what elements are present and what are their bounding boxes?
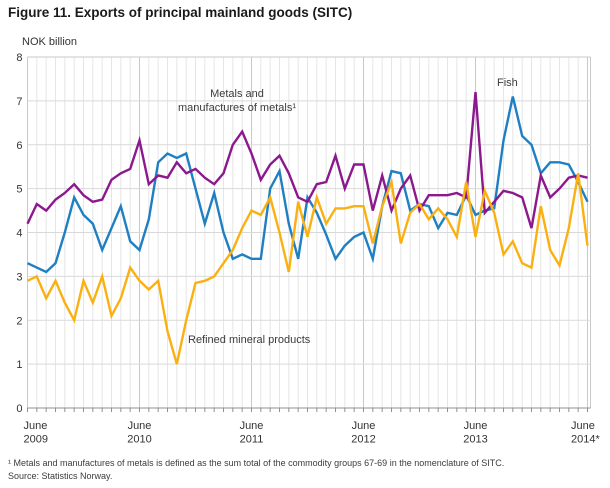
y-tick-label: 8: [16, 52, 22, 64]
x-tick-label: 2012: [351, 434, 375, 446]
x-tick-label: 2011: [240, 434, 264, 446]
metals-line: [26, 91, 588, 229]
x-tick-label: June: [240, 420, 264, 432]
y-tick-label: 3: [16, 271, 22, 283]
x-tick-label: June: [352, 420, 376, 432]
footnote-definition: ¹ Metals and manufactures of metals is d…: [8, 458, 505, 468]
x-tick-label: 2014*: [571, 434, 600, 446]
fish-line: [26, 96, 589, 274]
y-tick-label: 4: [16, 228, 22, 240]
x-tick-label: 2013: [463, 434, 487, 446]
series-label-metals-line1: Metals and: [210, 88, 264, 100]
y-tick-label: 5: [16, 184, 22, 196]
series-label-metals: Metals and manufactures of metals¹: [142, 87, 332, 115]
x-tick-label: June: [128, 420, 152, 432]
x-tick-label: 2010: [127, 434, 151, 446]
line-chart: 0 1 2 3 4 5 6 7 8 June 2009 June 2010 June 2011 June 201…: [16, 52, 600, 446]
series-label-fish: Fish: [497, 77, 518, 89]
chart-title: Figure 11. Exports of principal mainland…: [8, 5, 353, 20]
x-tick-label: June: [24, 420, 48, 432]
y-tick-label: 2: [16, 315, 22, 327]
x-tick-label: June: [571, 420, 595, 432]
series-label-metals-line2: manufactures of metals¹: [178, 102, 296, 114]
y-tick-label: 0: [16, 403, 22, 415]
y-tick-label: 7: [16, 96, 22, 108]
y-axis-unit-label: NOK billion: [22, 36, 78, 48]
y-tick-label: 6: [16, 140, 22, 152]
footnote-source: Source: Statistics Norway.: [8, 471, 113, 481]
x-tick-label: June: [464, 420, 488, 432]
y-tick-label: 1: [16, 359, 22, 371]
series-label-refined: Refined mineral products: [188, 334, 311, 346]
x-tick-label: 2009: [24, 434, 48, 446]
refined-line: [26, 173, 589, 365]
